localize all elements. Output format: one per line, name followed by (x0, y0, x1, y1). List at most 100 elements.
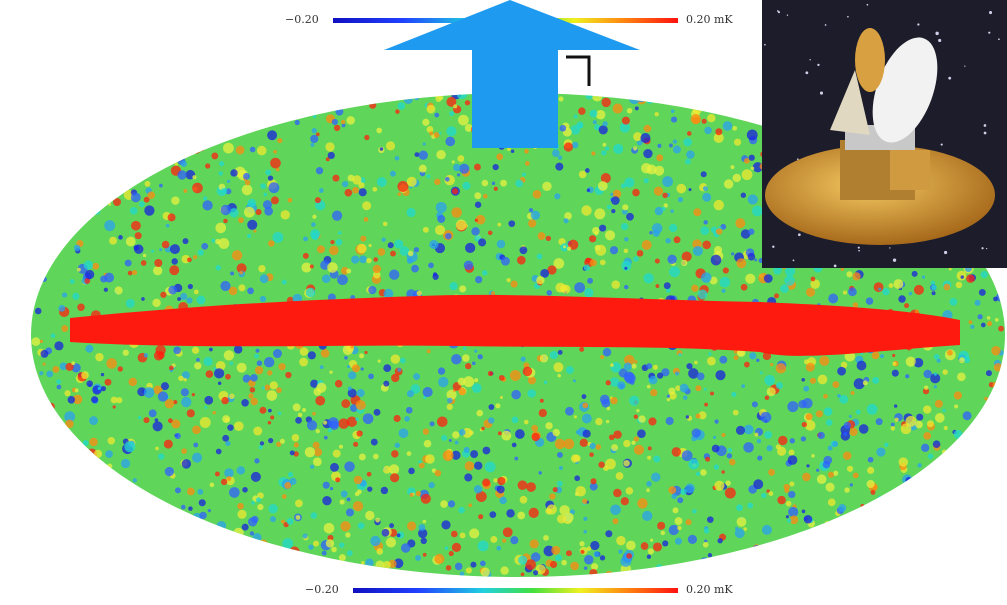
noise-speck (768, 468, 776, 476)
noise-speck (64, 454, 72, 462)
noise-speck (511, 389, 521, 400)
noise-speck (197, 249, 204, 256)
noise-speck (363, 217, 369, 222)
noise-speck (78, 212, 82, 216)
noise-speck (105, 497, 109, 501)
noise-speck (285, 371, 292, 379)
noise-speck (743, 361, 750, 368)
noise-speck (761, 493, 767, 499)
noise-speck (611, 196, 620, 205)
noise-speck (667, 93, 673, 98)
noise-speck (202, 119, 209, 127)
noise-speck (474, 461, 483, 470)
noise-speck (563, 218, 569, 224)
noise-speck (713, 246, 723, 255)
noise-speck (399, 357, 406, 364)
noise-speck (965, 477, 974, 486)
noise-speck (190, 518, 196, 524)
noise-speck (223, 93, 233, 103)
noise-speck (892, 537, 899, 544)
noise-speck (196, 357, 200, 362)
noise-speck (942, 408, 946, 412)
noise-speck (355, 399, 366, 411)
noise-speck (646, 554, 652, 559)
noise-speck (654, 165, 665, 176)
noise-speck (239, 556, 249, 565)
noise-speck (213, 549, 224, 560)
noise-speck (785, 500, 792, 507)
noise-speck (470, 450, 479, 459)
noise-speck (157, 391, 169, 402)
noise-speck (595, 444, 602, 450)
noise-speck (803, 359, 810, 365)
noise-speck (888, 519, 899, 530)
noise-speck (123, 138, 131, 146)
noise-speck (229, 208, 239, 218)
noise-speck (620, 222, 629, 231)
noise-speck (318, 188, 324, 193)
noise-speck (397, 102, 406, 110)
noise-speck (599, 259, 606, 266)
noise-speck (334, 379, 343, 388)
noise-speck (463, 260, 474, 270)
noise-speck (451, 450, 461, 460)
noise-speck (420, 493, 431, 504)
noise-speck (535, 564, 546, 575)
noise-speck (474, 218, 479, 222)
noise-speck (481, 426, 485, 431)
noise-speck (268, 182, 280, 194)
noise-speck (583, 530, 587, 534)
noise-speck (554, 193, 561, 200)
noise-speck (650, 389, 658, 397)
noise-speck (43, 505, 53, 515)
noise-speck (856, 360, 867, 371)
noise-speck (609, 246, 619, 255)
noise-speck (367, 486, 373, 492)
noise-speck (936, 523, 945, 532)
noise-speck (312, 441, 320, 449)
noise-speck (523, 419, 529, 425)
noise-speck (440, 500, 448, 508)
noise-speck (259, 406, 267, 414)
noise-speck (91, 511, 96, 517)
noise-speck (832, 541, 837, 546)
noise-speck (457, 114, 469, 126)
noise-speck (161, 240, 170, 249)
noise-speck (293, 442, 299, 448)
noise-speck (630, 93, 637, 96)
noise-speck (766, 387, 776, 397)
noise-speck (837, 394, 841, 398)
noise-speck (555, 554, 562, 562)
noise-speck (39, 417, 44, 422)
noise-speck (549, 560, 558, 569)
noise-speck (474, 201, 482, 209)
noise-speck (119, 95, 128, 104)
noise-speck (751, 96, 759, 104)
star (833, 264, 837, 268)
noise-speck (109, 511, 113, 516)
noise-speck (123, 521, 133, 531)
noise-speck (116, 397, 123, 404)
noise-speck (824, 520, 831, 527)
noise-speck (249, 146, 256, 153)
noise-speck (448, 551, 454, 557)
noise-speck (109, 135, 116, 143)
noise-speck (754, 258, 758, 262)
noise-speck (825, 419, 833, 426)
noise-speck (323, 435, 328, 440)
noise-speck (331, 546, 337, 553)
noise-speck (352, 500, 364, 512)
noise-speck (665, 237, 671, 244)
noise-speck (330, 462, 339, 472)
noise-speck (163, 439, 173, 449)
noise-speck (141, 147, 150, 157)
noise-speck (986, 321, 993, 327)
noise-speck (211, 152, 219, 160)
noise-speck (262, 200, 272, 210)
noise-speck (293, 451, 299, 457)
noise-speck (663, 282, 671, 290)
noise-speck (681, 450, 693, 462)
noise-speck (56, 379, 62, 385)
noise-speck (244, 549, 255, 560)
noise-speck (119, 171, 127, 179)
